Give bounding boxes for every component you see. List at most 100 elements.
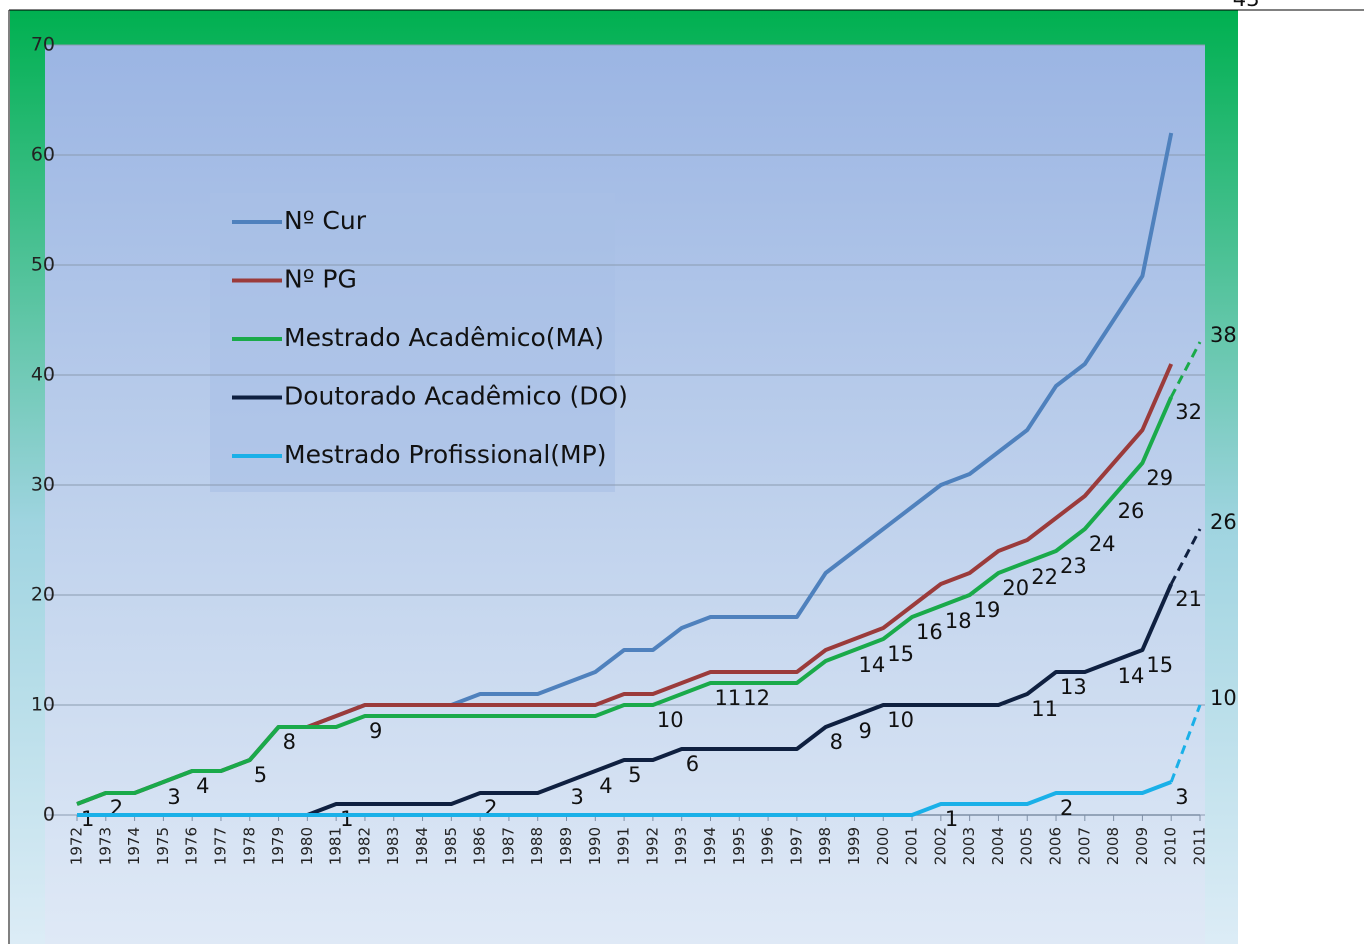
- data-label: 5: [254, 763, 267, 787]
- data-label: 3: [1175, 785, 1188, 809]
- x-tick-label: 1976: [183, 827, 201, 865]
- y-tick-label: 40: [31, 364, 55, 386]
- data-label: 9: [858, 719, 871, 743]
- x-tick-label: 2001: [903, 827, 921, 865]
- x-tick-label: 1975: [154, 827, 172, 865]
- data-label: 43: [1233, 0, 1260, 11]
- x-tick-label: 1997: [787, 827, 805, 865]
- x-tick-label: 2005: [1018, 827, 1036, 865]
- projection-line: [1169, 528, 1202, 585]
- x-tick-label: 1989: [557, 827, 575, 865]
- data-label: 14: [1118, 664, 1145, 688]
- data-label: 1: [340, 807, 353, 831]
- x-tick-label: 2004: [989, 827, 1007, 865]
- x-tick-label: 1996: [759, 827, 777, 865]
- x-tick-label: 2009: [1133, 827, 1151, 865]
- x-tick-label: 1974: [125, 827, 143, 865]
- data-label: 4: [599, 774, 612, 798]
- legend-label: Mestrado Acadêmico(MA): [284, 323, 604, 352]
- y-tick-label: 0: [43, 804, 55, 826]
- data-label: 10: [657, 708, 684, 732]
- y-tick-label: 60: [31, 144, 55, 166]
- data-label: 1: [945, 807, 958, 831]
- data-label: 18: [945, 609, 972, 633]
- x-tick-label: 1994: [701, 827, 719, 865]
- x-tick-label: 2003: [960, 827, 978, 865]
- x-tick-label: 1990: [586, 827, 604, 865]
- x-tick-label: 2006: [1047, 827, 1065, 865]
- x-tick-label: 2002: [931, 827, 949, 865]
- data-label: 11: [1031, 697, 1058, 721]
- data-label: 13: [1060, 675, 1087, 699]
- data-label: 14: [858, 653, 885, 677]
- x-tick-label: 1987: [499, 827, 517, 865]
- x-tick-label: 1973: [96, 827, 114, 865]
- data-label: 24: [1089, 532, 1116, 556]
- x-tick-label: 1982: [355, 827, 373, 865]
- data-label: 8: [830, 730, 843, 754]
- data-label: 12: [743, 686, 770, 710]
- y-tick-label: 70: [31, 34, 55, 56]
- data-label: 5: [628, 763, 641, 787]
- data-label: 9: [369, 719, 382, 743]
- data-label: 3: [167, 785, 180, 809]
- x-tick-label: 1991: [615, 827, 633, 865]
- x-tick-label: 1977: [211, 827, 229, 865]
- x-tick-label: 1972: [68, 827, 86, 865]
- x-tick-label: 1988: [528, 827, 546, 865]
- y-tick-label: 10: [31, 694, 55, 716]
- data-label: 26: [1210, 510, 1237, 534]
- y-tick-label: 30: [31, 474, 55, 496]
- data-label: 8: [283, 730, 296, 754]
- x-tick-label: 2011: [1191, 827, 1209, 865]
- x-tick-label: 2010: [1162, 827, 1180, 865]
- data-label: 4: [196, 774, 209, 798]
- x-tick-label: 1979: [269, 827, 287, 865]
- x-tick-label: 1992: [643, 827, 661, 865]
- data-label: 1: [81, 807, 94, 831]
- data-label: 15: [1146, 653, 1173, 677]
- y-tick-label: 50: [31, 254, 55, 276]
- data-label: 29: [1146, 466, 1173, 490]
- data-label: 2: [1060, 796, 1073, 820]
- legend-label: Nº PG: [284, 265, 357, 294]
- x-tick-label: 1978: [240, 827, 258, 865]
- projection-line: [1169, 341, 1202, 398]
- x-tick-label: 1984: [413, 827, 431, 865]
- data-label: 10: [1210, 686, 1237, 710]
- data-label: 23: [1060, 554, 1087, 578]
- data-label: 11: [714, 686, 741, 710]
- x-tick-label: 1993: [672, 827, 690, 865]
- x-tick-label: 1995: [730, 827, 748, 865]
- series-line: [76, 396, 1174, 806]
- data-label: 20: [1002, 576, 1029, 600]
- data-label: 16: [916, 620, 943, 644]
- y-tick-label: 20: [31, 584, 55, 606]
- data-label: 22: [1031, 565, 1058, 589]
- x-tick-label: 1999: [845, 827, 863, 865]
- x-tick-label: 1985: [442, 827, 460, 865]
- data-label: 10: [887, 708, 914, 732]
- data-label: 32: [1175, 400, 1202, 424]
- series-line: [77, 780, 1172, 817]
- x-tick-label: 2008: [1104, 827, 1122, 865]
- x-tick-label: 1981: [327, 827, 345, 865]
- data-label: 21: [1175, 587, 1202, 611]
- data-label: 15: [887, 642, 914, 666]
- x-tick-label: 2000: [874, 827, 892, 865]
- x-tick-label: 1983: [384, 827, 402, 865]
- legend-label: Mestrado Profissional(MP): [284, 440, 606, 469]
- legend-label: Doutorado Acadêmico (DO): [284, 382, 628, 411]
- data-label: 19: [974, 598, 1001, 622]
- x-tick-label: 1998: [816, 827, 834, 865]
- legend-label: Nº Cur: [284, 206, 367, 235]
- x-tick-label: 1986: [471, 827, 489, 865]
- data-label: 6: [686, 752, 699, 776]
- data-label: 38: [1210, 323, 1237, 347]
- legend-box: [210, 193, 615, 492]
- data-label: 3: [571, 785, 584, 809]
- projection-line: [1169, 704, 1202, 783]
- plot-bg: [45, 45, 1205, 944]
- x-tick-label: 1980: [298, 827, 316, 865]
